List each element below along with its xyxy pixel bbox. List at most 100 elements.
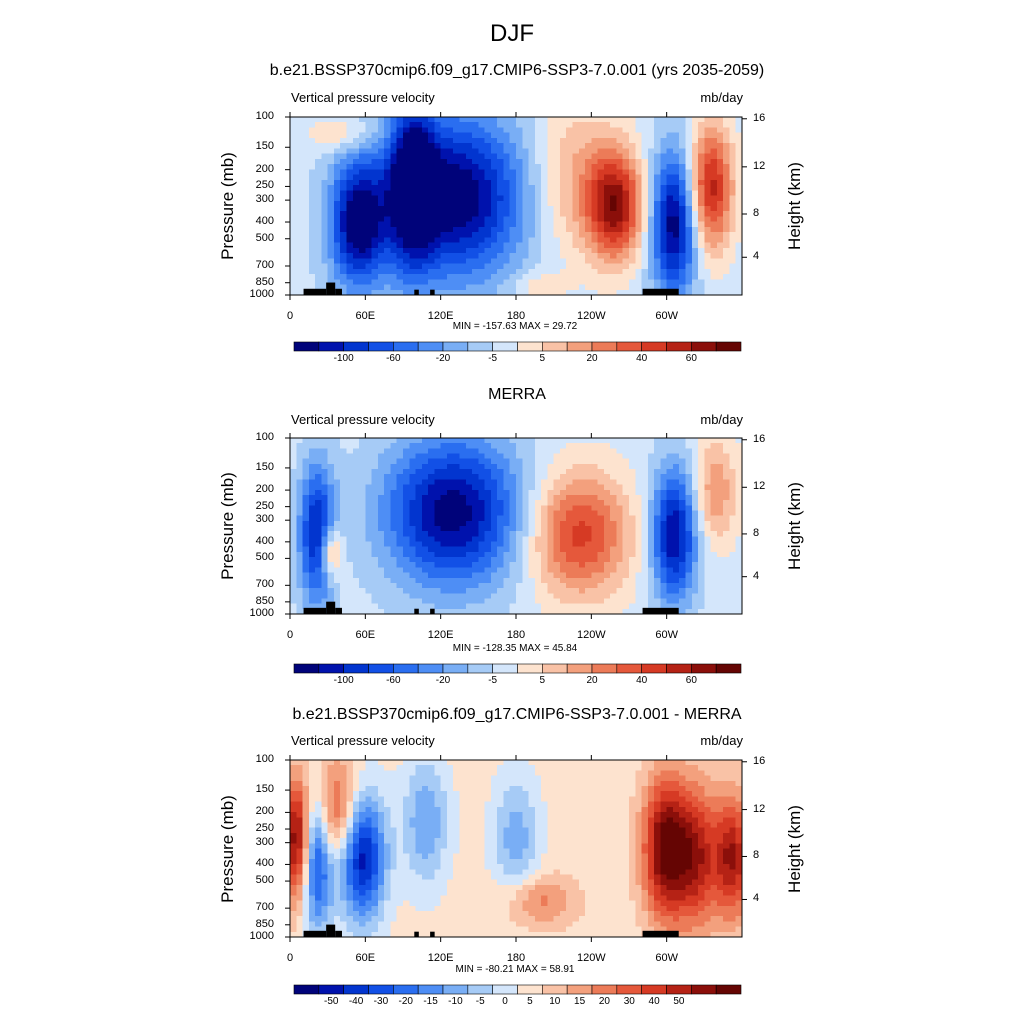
field-cell xyxy=(434,158,442,165)
field-cell xyxy=(434,242,442,249)
field-cell xyxy=(302,598,310,605)
field-cell xyxy=(578,562,586,569)
field-cell xyxy=(541,572,548,579)
field-cell xyxy=(315,127,322,134)
field-cell xyxy=(654,458,661,465)
field-cell xyxy=(415,137,423,144)
field-cell xyxy=(327,520,335,527)
field-cell xyxy=(484,237,492,244)
field-cell xyxy=(559,572,567,579)
field-cell xyxy=(490,164,498,170)
field-cell xyxy=(572,263,580,270)
field-cell xyxy=(390,137,398,144)
field-cell xyxy=(660,551,668,558)
field-cell xyxy=(428,567,435,574)
field-cell xyxy=(371,206,379,212)
field-cell xyxy=(723,562,731,569)
field-cell xyxy=(716,448,724,455)
field-cell xyxy=(716,588,724,594)
field-cell xyxy=(321,443,329,449)
field-cell xyxy=(333,469,341,475)
field-cell xyxy=(603,463,611,470)
field-cell xyxy=(415,484,423,491)
field-cell xyxy=(691,448,699,455)
field-cell xyxy=(390,474,398,481)
field-cell xyxy=(315,200,322,207)
field-cell xyxy=(302,448,310,455)
field-cell xyxy=(585,200,592,207)
field-cell xyxy=(641,536,649,543)
field-cell xyxy=(409,541,417,548)
field-cell xyxy=(698,237,705,244)
field-cell xyxy=(572,557,580,563)
field-cell xyxy=(365,562,373,569)
field-cell xyxy=(327,148,335,155)
field-cell xyxy=(421,263,429,270)
field-cell xyxy=(371,237,379,244)
field-cell xyxy=(597,572,605,579)
field-cell xyxy=(610,211,618,218)
field-cell xyxy=(622,541,630,548)
field-cell xyxy=(434,206,442,212)
field-cell xyxy=(359,494,366,501)
field-cell xyxy=(396,200,404,207)
field-cell xyxy=(384,200,392,207)
field-cell xyxy=(302,557,310,563)
field-cell xyxy=(723,153,731,160)
field-cell xyxy=(421,536,429,543)
field-cell xyxy=(704,216,712,223)
field-cell xyxy=(346,226,354,233)
field-cell xyxy=(465,164,473,170)
field-cell xyxy=(359,598,366,605)
field-cell xyxy=(716,593,724,600)
field-cell xyxy=(434,551,442,558)
field-cell xyxy=(534,148,542,155)
field-cell xyxy=(484,132,492,139)
field-cell xyxy=(490,284,498,291)
field-cell xyxy=(647,438,655,444)
field-cell xyxy=(698,242,705,249)
field-cell xyxy=(415,557,423,563)
field-cell xyxy=(735,164,743,170)
field-cell xyxy=(716,526,724,532)
field-cell xyxy=(679,593,687,600)
field-cell xyxy=(509,536,517,543)
field-cell xyxy=(585,169,592,176)
field-cell xyxy=(472,232,479,239)
field-cell xyxy=(660,164,668,170)
field-cell xyxy=(622,274,630,280)
field-cell xyxy=(415,562,423,569)
field-cell xyxy=(547,484,555,491)
field-cell xyxy=(710,520,718,527)
field-cell xyxy=(290,200,297,207)
field-cell xyxy=(729,200,737,207)
field-cell xyxy=(672,500,680,506)
field-cell xyxy=(547,148,555,155)
field-cell xyxy=(440,582,448,589)
field-cell xyxy=(672,453,680,460)
field-cell xyxy=(522,247,530,254)
field-cell xyxy=(484,562,492,569)
field-cell xyxy=(315,279,322,286)
field-cell xyxy=(308,557,316,563)
field-cell xyxy=(484,598,492,605)
field-cell xyxy=(315,185,322,191)
field-cell xyxy=(434,122,442,129)
field-cell xyxy=(327,195,335,202)
field-cell xyxy=(685,263,693,270)
field-cell xyxy=(428,572,435,579)
field-cell xyxy=(296,289,304,296)
field-cell xyxy=(704,169,712,176)
field-cell xyxy=(333,541,341,548)
field-cell xyxy=(409,546,417,553)
field-cell xyxy=(359,469,366,475)
field-cell xyxy=(691,153,699,160)
field-cell xyxy=(315,206,322,212)
field-cell xyxy=(490,443,498,449)
field-cell xyxy=(308,127,316,134)
field-cell xyxy=(327,474,335,481)
field-cell xyxy=(484,268,492,275)
field-cell xyxy=(710,500,718,506)
field-cell xyxy=(660,268,668,275)
field-cell xyxy=(377,510,385,517)
